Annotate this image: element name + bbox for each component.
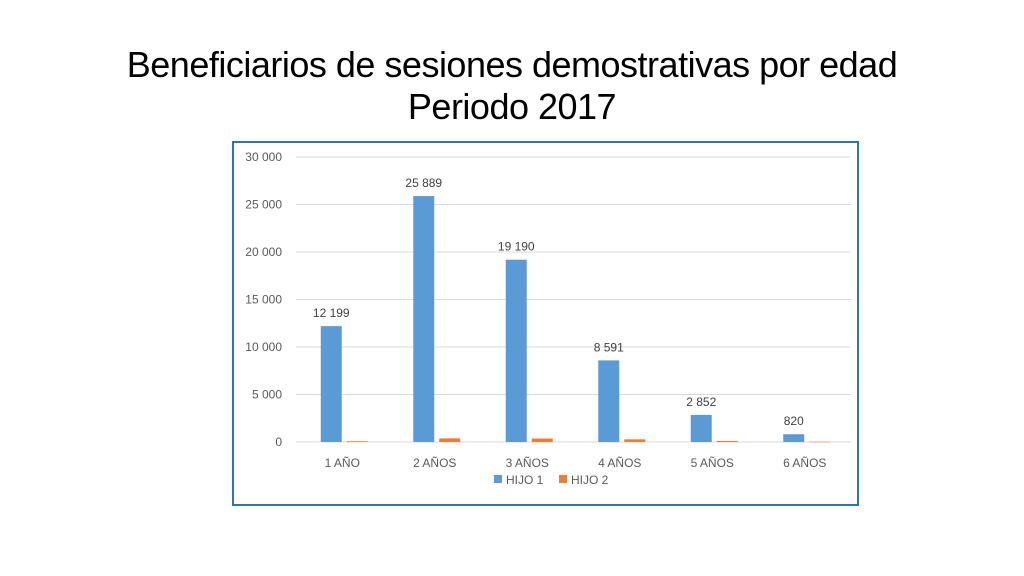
bar-chart: 0 5 000 10 000 15 000 20 000 25 000 30 000 12 1…: [245, 150, 851, 487]
y-tick-label: 10 000: [245, 340, 282, 354]
bar-hijo-2: [439, 438, 461, 442]
y-tick-label: 15 000: [245, 293, 282, 307]
bar-hijo-2: [346, 441, 368, 442]
x-tick-label: 3 AÑOS: [506, 456, 549, 470]
bar-hijo-1: [413, 196, 435, 442]
bar-hijo-2: [716, 440, 738, 442]
y-tick-label: 25 000: [245, 198, 282, 212]
bar-hijo-1: [783, 434, 805, 442]
data-label: 2 852: [686, 395, 716, 409]
data-label: 8 591: [594, 340, 624, 354]
y-tick-label: 0: [275, 435, 282, 449]
data-label: 12 199: [313, 306, 350, 320]
bar-hijo-2: [809, 441, 831, 443]
x-tick-label: 4 AÑOS: [598, 456, 641, 470]
y-tick-label: 20 000: [245, 245, 282, 259]
legend-label: HIJO 2: [571, 473, 609, 487]
legend-label: HIJO 1: [506, 473, 544, 487]
title-line-1: Beneficiarios de sesiones demostrativas …: [126, 44, 898, 85]
slide-title: Beneficiarios de sesiones demostrativas …: [0, 44, 1024, 128]
data-label: 19 190: [498, 240, 535, 254]
data-label: 820: [784, 414, 804, 428]
legend-swatch: [559, 475, 567, 483]
x-tick-label: 1 AÑO: [325, 456, 360, 470]
x-tick-label: 2 AÑOS: [413, 456, 456, 470]
x-tick-label: 6 AÑOS: [783, 456, 826, 470]
bar-hijo-2: [624, 439, 646, 442]
x-tick-label: 5 AÑOS: [691, 456, 734, 470]
y-tick-label: 30 000: [245, 150, 282, 164]
data-label: 25 889: [405, 176, 442, 190]
y-tick-label: 5 000: [252, 388, 282, 402]
bar-hijo-1: [320, 326, 342, 442]
bar-hijo-1: [598, 360, 620, 442]
title-line-2: Periodo 2017: [407, 86, 617, 127]
legend-swatch: [494, 475, 502, 483]
bar-hijo-2: [531, 438, 553, 442]
chart-frame: 0 5 000 10 000 15 000 20 000 25 000 30 000 12 1…: [232, 141, 859, 506]
bar-hijo-1: [690, 414, 712, 442]
bar-hijo-1: [505, 259, 527, 442]
